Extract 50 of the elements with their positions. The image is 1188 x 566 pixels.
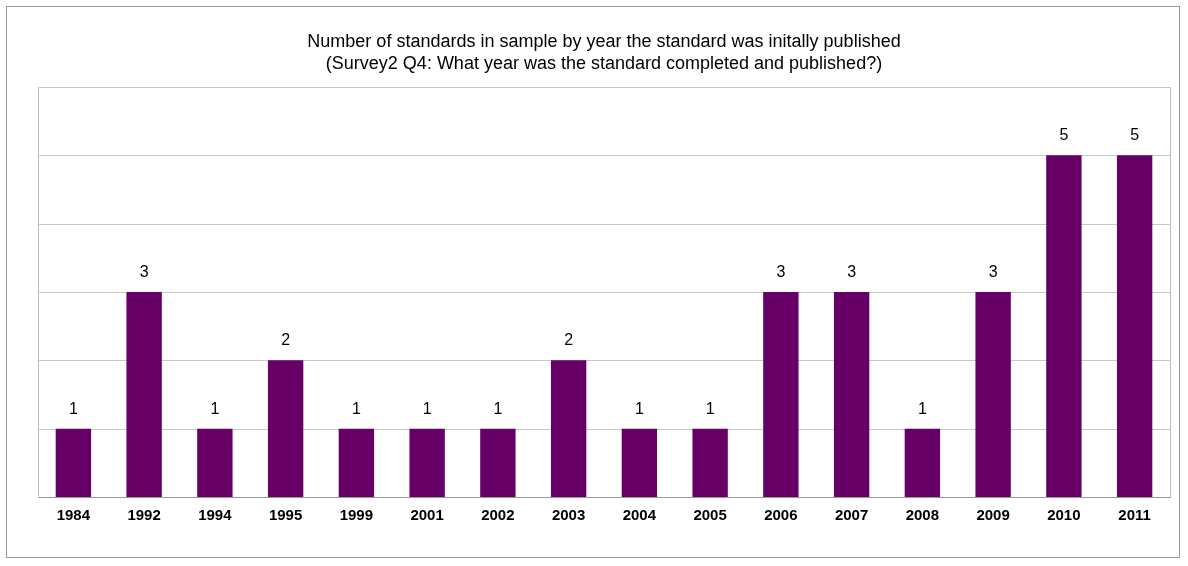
data-label: 3 [988, 263, 998, 280]
bar [55, 428, 92, 497]
bar [550, 360, 587, 497]
data-label: 1 [493, 399, 503, 417]
x-tick-label: 1999 [339, 505, 374, 523]
bar [197, 428, 233, 497]
bar [409, 428, 445, 497]
x-tick-label: 2007 [834, 505, 869, 523]
x-tick-label: 2011 [1118, 505, 1151, 523]
x-tick-label: 1995 [268, 505, 303, 523]
x-tick-label: 1984 [56, 505, 91, 523]
bar [833, 292, 870, 497]
data-label: 1 [634, 399, 644, 417]
data-label: 1 [351, 399, 361, 417]
data-label: 2 [564, 331, 574, 349]
x-tick-label: 2008 [905, 505, 940, 523]
bar [692, 428, 728, 497]
x-tick-label: 2006 [764, 505, 798, 523]
bar [126, 292, 162, 497]
data-label: 1 [68, 399, 78, 417]
bar [1046, 155, 1082, 497]
bar [480, 428, 516, 497]
data-label: 5 [1059, 126, 1069, 144]
data-label: 3 [139, 263, 149, 280]
x-tick-label: 2005 [693, 505, 727, 523]
data-label: 1 [917, 399, 927, 417]
bar [621, 428, 658, 497]
chart-subtitle: (Survey2 Q4: What year was the standard completed and published?) [325, 53, 883, 73]
bar [904, 428, 941, 497]
data-label: 5 [1130, 126, 1140, 144]
data-label: 3 [847, 263, 857, 280]
x-tick-label: 2009 [976, 505, 1010, 523]
x-tick-label: 2002 [481, 505, 515, 523]
x-tick-label: 1992 [127, 505, 161, 523]
bar [338, 428, 375, 497]
data-label: 1 [422, 399, 432, 417]
x-tick-label: 2003 [551, 505, 586, 523]
bar [267, 360, 304, 497]
chart-title: Number of standards in sample by year the standard was initally published [307, 31, 901, 51]
x-tick-label: 2004 [622, 505, 657, 523]
data-label: 1 [705, 399, 715, 417]
data-label: 3 [776, 263, 786, 280]
bar [975, 292, 1011, 497]
data-label: 2 [281, 331, 291, 349]
x-tick-label: 2001 [410, 505, 444, 523]
bar [763, 292, 799, 497]
x-tick-label: 1994 [198, 505, 233, 523]
x-tick-label: 2010 [1047, 505, 1081, 523]
data-label: 1 [210, 399, 220, 417]
bar [1116, 155, 1153, 497]
